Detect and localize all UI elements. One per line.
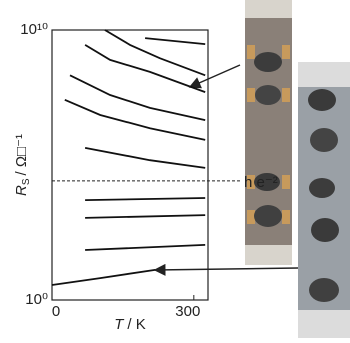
- y-symbol: R: [13, 185, 30, 196]
- x-tick-label: 0: [52, 303, 60, 320]
- curve: [84, 44, 206, 93]
- photo-left: [245, 0, 292, 265]
- curve: [85, 197, 206, 201]
- curve: [64, 98, 206, 141]
- reference-label: h e⁻²: [244, 174, 278, 191]
- x-symbol: T: [114, 316, 125, 333]
- curve: [85, 244, 206, 251]
- curve: [51, 269, 156, 286]
- curve: [104, 29, 206, 77]
- y-axis-label: RS / Ω□⁻¹: [13, 134, 32, 196]
- photo-right: [298, 62, 350, 338]
- arrow: [153, 263, 299, 276]
- y-unit: / Ω□⁻¹: [13, 134, 30, 176]
- x-unit: / K: [127, 316, 145, 333]
- y-subscript: S: [21, 178, 32, 185]
- curve: [85, 214, 206, 219]
- y-tick-label: 10⁰: [25, 291, 48, 308]
- curve: [145, 37, 206, 45]
- x-axis-label: T / K: [114, 316, 146, 333]
- curve: [69, 74, 206, 121]
- plot-frame: [51, 29, 209, 301]
- y-tick-label: 10¹⁰: [20, 21, 48, 38]
- curve: [84, 147, 206, 169]
- arrow: [188, 64, 241, 89]
- x-tick-label: 300: [175, 303, 200, 320]
